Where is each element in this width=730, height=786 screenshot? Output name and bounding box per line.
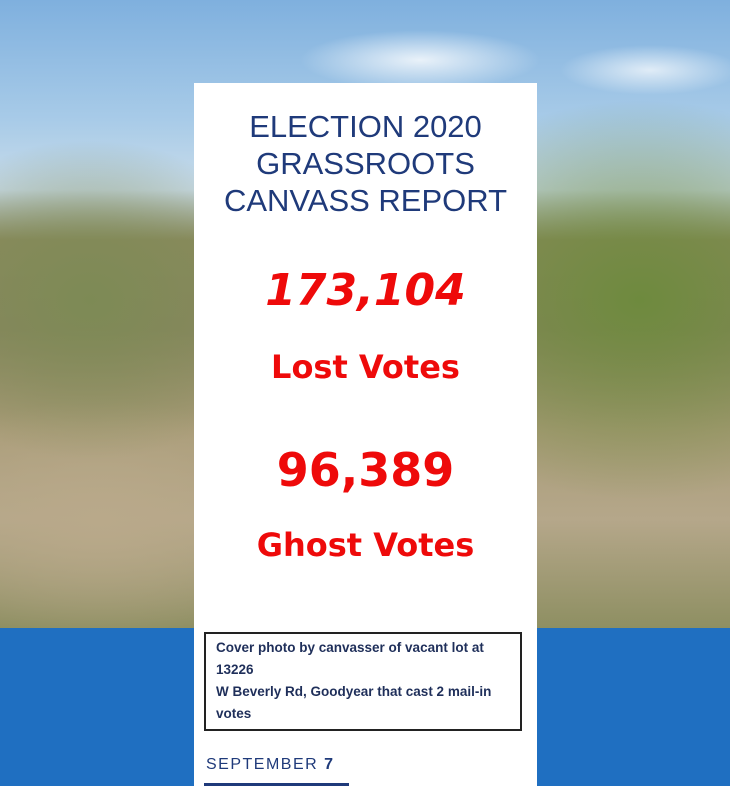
lost-votes-label: Lost Votes	[271, 348, 460, 386]
caption-line: Cover photo by canvasser of vacant lot a…	[216, 640, 484, 677]
ghost-votes-count: 96,389	[276, 443, 455, 497]
caption-line: W Beverly Rd, Goodyear that cast 2 mail-…	[216, 684, 492, 721]
title-line: GRASSROOTS	[256, 146, 475, 181]
date-day: 7	[324, 756, 335, 773]
report-date: SEPTEMBER 7	[206, 756, 335, 774]
title-line: ELECTION 2020	[249, 109, 482, 144]
report-title: ELECTION 2020 GRASSROOTS CANVASS REPORT	[194, 108, 537, 219]
photo-caption: Cover photo by canvasser of vacant lot a…	[204, 632, 522, 731]
lost-votes-count: 173,104	[265, 265, 466, 316]
divider	[204, 783, 349, 786]
cover-panel: ELECTION 2020 GRASSROOTS CANVASS REPORT …	[194, 83, 537, 786]
date-month: SEPTEMBER	[206, 756, 319, 773]
ghost-votes-label: Ghost Votes	[256, 526, 475, 564]
title-line: CANVASS REPORT	[223, 183, 508, 218]
